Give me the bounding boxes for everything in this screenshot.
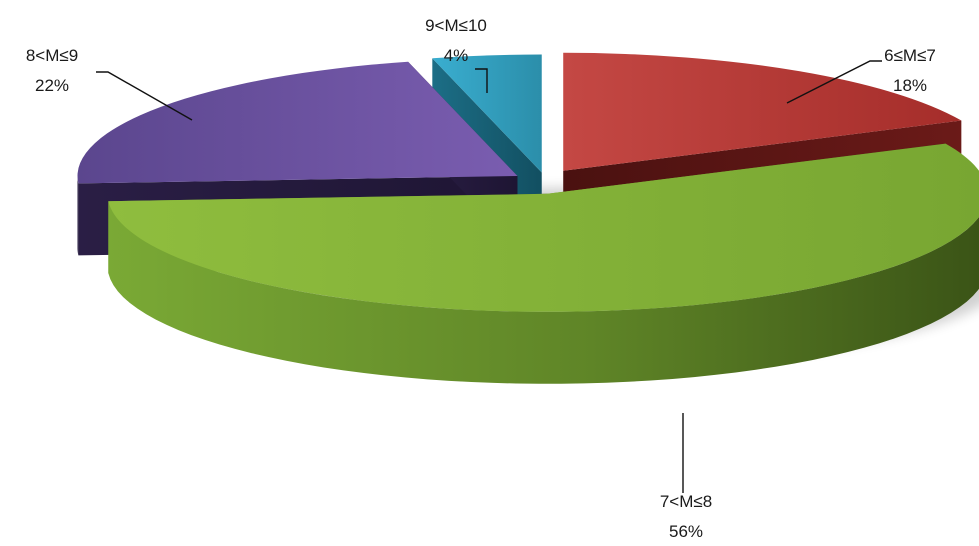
slice-1-top bbox=[108, 143, 979, 312]
slice-label-percent-2: 22% bbox=[35, 76, 69, 95]
data-labels: 6≤M≤7 18% 7<M≤8 56% 8<M≤9 22% 9<M≤10 4% bbox=[26, 16, 936, 541]
slice-label-category-0: 6≤M≤7 bbox=[884, 46, 936, 65]
slice-2-rim-0 bbox=[77, 176, 79, 256]
leader-lines bbox=[96, 60, 882, 493]
slice-2-top bbox=[77, 61, 518, 184]
slice-label-category-2: 8<M≤9 bbox=[26, 46, 78, 65]
leader-line-3 bbox=[475, 68, 488, 93]
slice-0-top bbox=[563, 52, 962, 171]
leader-line-2 bbox=[96, 71, 193, 121]
slice-label-category-3: 9<M≤10 bbox=[425, 16, 487, 35]
slice-label-percent-1: 56% bbox=[669, 522, 703, 541]
slice-label-percent-0: 18% bbox=[893, 76, 927, 95]
slice-3-top bbox=[432, 54, 542, 173]
leader-line-0 bbox=[786, 60, 882, 104]
slice-label-category-1: 7<M≤8 bbox=[660, 492, 712, 511]
pie-top-faces bbox=[77, 52, 979, 312]
slice-label-percent-3: 4% bbox=[444, 46, 469, 65]
slice-1-rim-0 bbox=[108, 201, 979, 384]
